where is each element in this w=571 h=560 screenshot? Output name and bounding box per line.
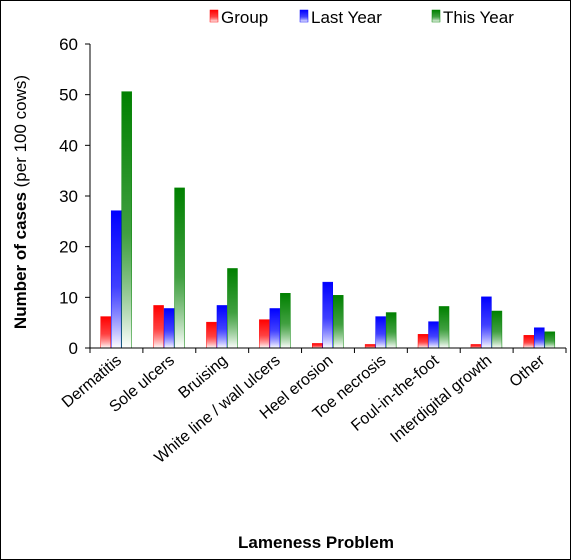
bar-last-year-interdigital-growth	[481, 296, 492, 349]
legend-swatch-group	[209, 9, 219, 23]
bar-this-year-toe-necrosis	[385, 312, 397, 349]
bar-group-dermatitis	[100, 316, 111, 349]
bar-this-year-foul-in-the-foot	[438, 306, 450, 349]
y-axis-label: Number of cases (per 100 cows)	[11, 75, 30, 329]
y-tick-label: 20	[59, 238, 78, 257]
bar-last-year-bruising	[216, 305, 228, 349]
bar-last-year-dermatitis	[110, 210, 122, 349]
bar-this-year-interdigital-growth	[491, 310, 503, 349]
y-axis-label-suffix: (per 100 cows)	[11, 75, 30, 187]
bar-this-year-white-line-wall-ulcers	[280, 293, 291, 349]
legend-label-this-year: This Year	[443, 8, 514, 27]
x-tick-label: Foul-in-the-foot	[348, 352, 442, 435]
legend: Group Last Year This Year	[209, 8, 514, 27]
bar-this-year-dermatitis	[121, 91, 132, 349]
bar-this-year-sole-ulcers	[174, 187, 185, 349]
bar-last-year-white-line-wall-ulcers	[269, 308, 281, 349]
bar-this-year-bruising	[227, 268, 238, 349]
y-axis: 0 10 20 30 40 50 60	[59, 35, 91, 358]
bar-last-year-sole-ulcers	[163, 308, 175, 349]
legend-swatch-last-year	[299, 9, 309, 23]
bar-group-sole-ulcers	[153, 305, 164, 349]
x-tick-label: Interdigital growth	[388, 352, 496, 446]
y-axis-label-main: Number of cases	[11, 192, 30, 329]
y-tick-label: 60	[59, 35, 78, 54]
legend-label-group: Group	[221, 8, 268, 27]
bar-group-foul-in-the-foot	[417, 334, 429, 349]
plot-area	[100, 91, 556, 349]
bar-group-bruising	[206, 321, 217, 349]
x-tick-label: Other	[507, 352, 549, 391]
legend-label-last-year: Last Year	[311, 8, 382, 27]
bar-last-year-other	[534, 327, 545, 349]
bar-group-interdigital-growth	[470, 344, 482, 349]
bar-group-heel-erosion	[312, 343, 323, 349]
y-tick-label: 0	[69, 339, 78, 358]
bar-this-year-heel-erosion	[333, 295, 344, 349]
x-axis-label: Lameness Problem	[238, 533, 394, 552]
bar-group-other	[523, 335, 535, 349]
bar-last-year-toe-necrosis	[375, 316, 386, 349]
bar-group-toe-necrosis	[364, 344, 376, 349]
bar-last-year-heel-erosion	[322, 281, 333, 349]
y-tick-label: 30	[59, 187, 78, 206]
bar-group-white-line-wall-ulcers	[259, 319, 270, 349]
y-tick-label: 40	[59, 136, 78, 155]
bar-last-year-foul-in-the-foot	[428, 321, 439, 349]
y-tick-label: 50	[59, 86, 78, 105]
bar-this-year-other	[544, 331, 556, 349]
y-tick-label: 10	[59, 288, 78, 307]
legend-swatch-this-year	[431, 9, 441, 23]
